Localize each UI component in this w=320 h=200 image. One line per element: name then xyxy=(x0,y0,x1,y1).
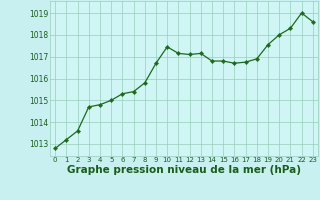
X-axis label: Graphe pression niveau de la mer (hPa): Graphe pression niveau de la mer (hPa) xyxy=(67,165,301,175)
